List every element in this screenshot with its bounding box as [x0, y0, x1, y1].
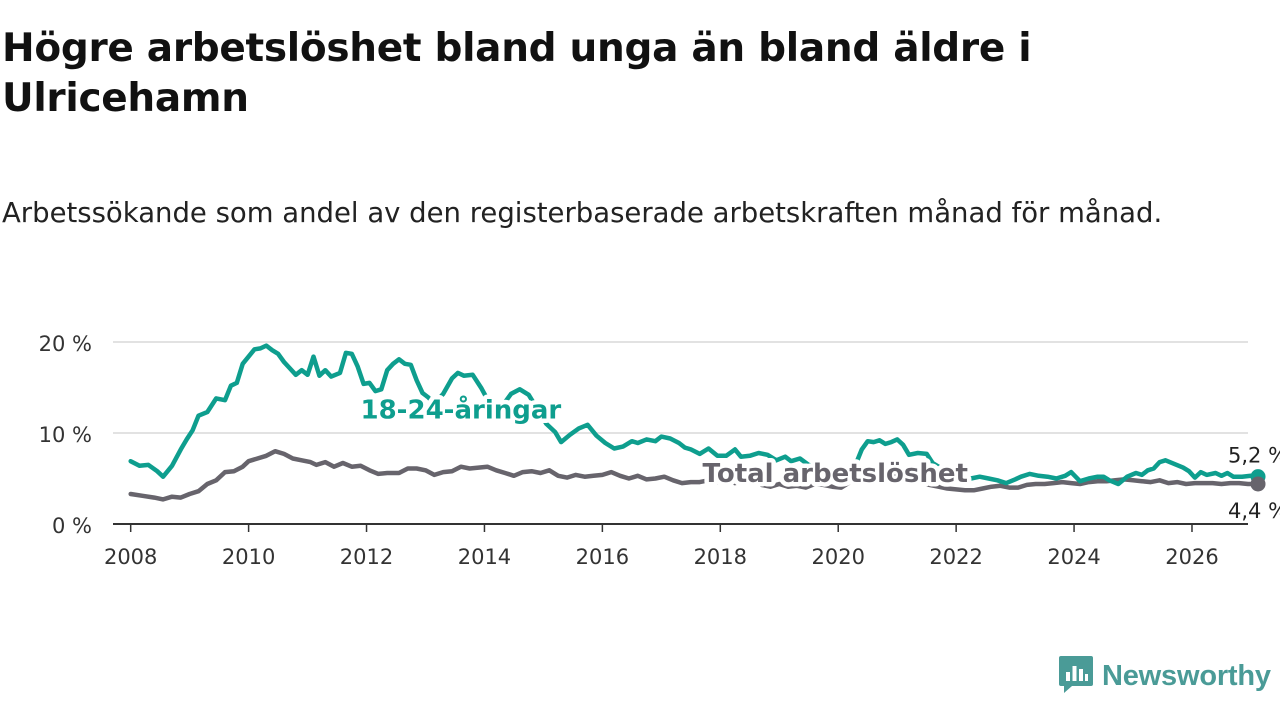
annotation-total: Total arbetslöshet [703, 459, 968, 489]
series-labels: 5,2 %4,4 %18-24-åringar18-24-åringarTota… [356, 389, 1280, 523]
bar-chart-speech-icon [1058, 654, 1094, 698]
end-label-total: 4,4 % [1228, 499, 1280, 523]
x-tick-label: 2008 [104, 545, 157, 569]
series-line-youth [128, 343, 1261, 487]
chart-subtitle: Arbetssökande som andel av den registerb… [2, 197, 1163, 229]
x-tick-label: 2026 [1165, 545, 1218, 569]
y-tick-label: 20 % [39, 332, 92, 356]
y-axis-ticks: 0 % 10 % 20 % [39, 332, 92, 538]
x-tick-label: 2014 [458, 545, 511, 569]
newsworthy-brand[interactable]: Newsworthy [1058, 654, 1271, 698]
x-tick-label: 2010 [222, 545, 275, 569]
end-point-total [1250, 476, 1266, 492]
annotation-halo: Total arbetslöshet [703, 459, 968, 489]
grid-lines [113, 341, 1248, 434]
x-axis-ticks: 2008 2010 2012 2014 2016 2018 2020 2022 2024 2026 [104, 523, 1248, 569]
y-tick-label: 10 % [39, 423, 92, 447]
y-tick-label: 0 % [52, 514, 92, 538]
x-tick-label: 2018 [694, 545, 747, 569]
chart-title: Högre arbetslöshet bland unga än bland ä… [2, 26, 1032, 121]
x-tick-label: 2012 [340, 545, 393, 569]
x-tick-label: 2020 [811, 545, 864, 569]
annotation-youth: 18-24-åringar [361, 393, 562, 425]
x-tick-label: 2016 [576, 545, 629, 569]
line-chart: 0 % 10 % 20 % 2008 2010 2012 2014 2016 2018 2020… [39, 332, 1280, 569]
end-label-youth: 5,2 % [1228, 444, 1280, 468]
series-line-total [128, 448, 1261, 502]
brand-name: Newsworthy [1102, 659, 1271, 692]
x-tick-label: 2024 [1047, 545, 1100, 569]
annotation-halo: 18-24-åringar [361, 393, 562, 425]
x-tick-label: 2022 [929, 545, 982, 569]
series-lines [128, 343, 1261, 502]
